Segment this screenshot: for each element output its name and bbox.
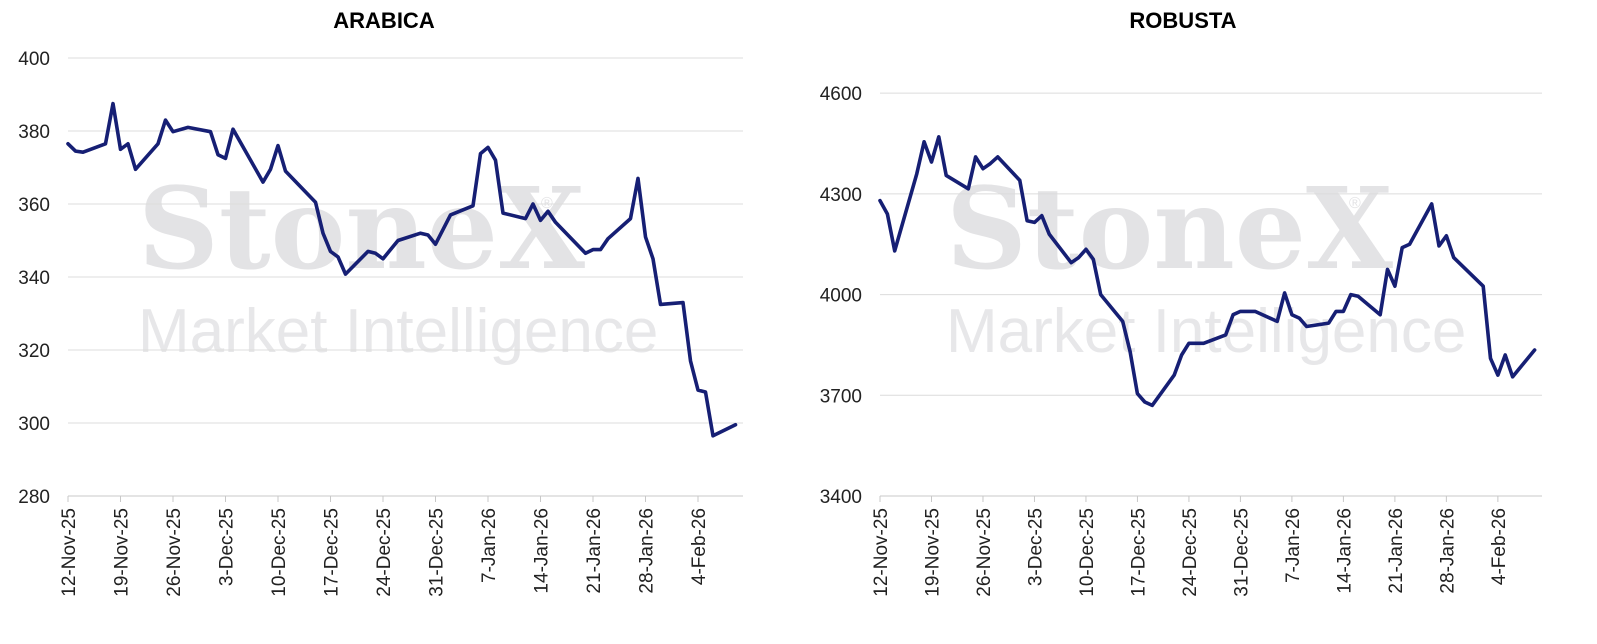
x-tick-label: 4-Feb-26 [1489, 508, 1510, 585]
watermark-registered-mark: ® [1349, 195, 1361, 212]
y-tick-label: 340 [18, 268, 50, 289]
x-tick-label: 7-Jan-26 [479, 508, 500, 583]
price-series-line [878, 135, 1537, 408]
x-tick-label: 21-Jan-26 [1386, 508, 1407, 594]
x-tick-label: 24-Dec-25 [1180, 508, 1201, 597]
x-tick-label: 26-Nov-25 [974, 508, 995, 597]
y-tick-label: 380 [18, 122, 50, 143]
chart-title: ARABICA [333, 8, 435, 33]
watermark-tagline: Market Intelligence [138, 297, 658, 366]
arabica-chart: StoneX®Market Intelligence28030032034036… [18, 8, 743, 597]
robusta-chart: StoneX® Market Intelligence 3400 3700 4000 43… [820, 8, 1542, 597]
y-tick-label: 4000 [820, 286, 862, 307]
x-tick-label: 12-Nov-25 [871, 508, 892, 597]
chart-title: ROBUSTA [1129, 8, 1236, 33]
x-tick-label: 7-Jan-26 [1283, 508, 1304, 583]
x-tick-label: 4-Feb-26 [689, 508, 710, 585]
watermark-brand: StoneX [138, 164, 585, 295]
x-tick-label: 21-Jan-26 [584, 508, 605, 594]
y-tick-label: 320 [18, 341, 50, 362]
x-tick-label: 28-Jan-26 [1437, 508, 1458, 594]
x-tick-label: 31-Dec-25 [1231, 508, 1252, 597]
x-tick-label: 26-Nov-25 [164, 508, 185, 597]
y-tick-label: 300 [18, 414, 50, 435]
y-tick-label: 400 [18, 49, 50, 70]
x-tick-label: 3-Dec-25 [1025, 508, 1046, 586]
price-series-line [66, 101, 738, 438]
watermark-brand: StoneX [946, 164, 1393, 295]
x-tick-label: 14-Jan-26 [1334, 508, 1355, 594]
x-tick-label: 24-Dec-25 [374, 508, 395, 597]
x-tick-label: 17-Dec-25 [1128, 508, 1149, 597]
x-tick-label: 10-Dec-25 [269, 508, 290, 597]
x-tick-label: 28-Jan-26 [637, 508, 658, 594]
y-tick-label: 4300 [820, 185, 862, 206]
y-tick-label: 3700 [820, 386, 862, 407]
y-tick-label: 360 [18, 195, 50, 216]
y-tick-label: 3400 [820, 487, 862, 508]
y-tick-label: 4600 [820, 84, 862, 105]
watermark-tagline: Market Intelligence [946, 297, 1466, 366]
x-tick-label: 19-Nov-25 [112, 508, 133, 597]
y-tick-label: 280 [18, 487, 50, 508]
x-tick-label: 3-Dec-25 [217, 508, 238, 586]
x-tick-label: 12-Nov-25 [59, 508, 80, 597]
x-tick-label: 17-Dec-25 [322, 508, 343, 597]
x-tick-label: 10-Dec-25 [1077, 508, 1098, 597]
x-tick-label: 14-Jan-26 [532, 508, 553, 594]
x-tick-label: 19-Nov-25 [922, 508, 943, 597]
x-tick-label: 31-Dec-25 [427, 508, 448, 597]
